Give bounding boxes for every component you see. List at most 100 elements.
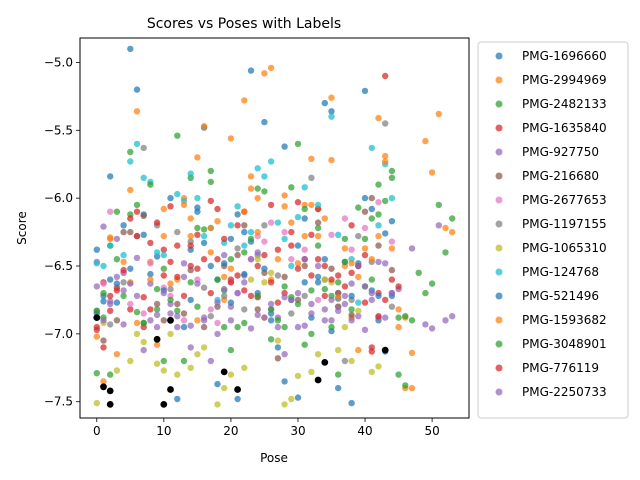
point-PMG-2677653-26 <box>375 199 382 206</box>
point-PMG-521496-6 <box>140 231 147 238</box>
point-PMG-1197155-9 <box>200 284 208 291</box>
point-PMG-2250733-39 <box>355 262 362 270</box>
point-PMG-2677653-21 <box>314 296 322 304</box>
point-PMG-776119-18 <box>214 205 221 213</box>
point-PMG-2482133-38 <box>435 201 442 209</box>
point-PMG-3048901-24 <box>254 292 261 300</box>
point-PMG-2250733-5 <box>127 280 134 287</box>
point-PMG-1696660-23 <box>301 215 308 222</box>
point-PMG-2994969-31 <box>408 349 416 357</box>
point-PMG-2482133-16 <box>254 185 261 192</box>
point-PMG-1696660-3 <box>113 299 121 306</box>
point-PMG-216680-22 <box>328 265 335 272</box>
point-PMG-521496-23 <box>267 317 275 324</box>
legend-label-12: PMG-3048901 <box>522 337 607 351</box>
point-PMG-776119-34 <box>321 292 328 300</box>
point-PMG-776119-23 <box>247 292 255 300</box>
point-PMG-2250733-11 <box>167 310 174 317</box>
point-PMG-1065310-27 <box>321 276 328 283</box>
point-PMG-1593682-5 <box>147 276 154 283</box>
point-PMG-1593682-18 <box>247 185 255 192</box>
point-PMG-124768-14 <box>200 232 208 240</box>
point-PMG-2482133-22 <box>308 330 315 338</box>
point-PMG-1593682-26 <box>301 232 308 240</box>
point-PMG-776119-15 <box>194 265 201 272</box>
point-PMG-1593682-31 <box>335 294 342 301</box>
point-PMG-776119-24 <box>254 262 261 270</box>
point-PMG-1635840-28 <box>361 251 369 259</box>
point-PMG-216680-6 <box>160 317 167 324</box>
point-PMG-2677653-18 <box>281 228 288 236</box>
point-PMG-2250733-34 <box>321 317 328 324</box>
point-PMG-2994969-10 <box>194 154 201 161</box>
point-PMG-216680-20 <box>301 262 308 270</box>
point-PMG-1065310-7 <box>160 367 167 374</box>
point-PMG-124768-9 <box>160 251 167 259</box>
point-PMG-2250733-32 <box>308 310 315 317</box>
point-PMG-2677653-27 <box>388 238 396 245</box>
highlight-point-12 <box>381 346 389 354</box>
x-tick-label-30: 30 <box>290 424 305 438</box>
highlight-point-11 <box>321 359 329 366</box>
point-PMG-1593682-27 <box>308 201 315 209</box>
point-PMG-2482133-13 <box>221 323 228 331</box>
x-axis: 0 10 20 30 40 50 <box>93 418 440 438</box>
legend-label-3: PMG-1635840 <box>522 121 607 135</box>
point-PMG-1065310-34 <box>375 363 382 370</box>
point-PMG-521496-33 <box>335 384 342 392</box>
point-PMG-1696660-30 <box>368 205 375 213</box>
point-PMG-776119-32 <box>308 272 315 279</box>
point-PMG-2482133-3 <box>113 208 121 215</box>
point-PMG-776119-45 <box>395 283 402 290</box>
legend-marker-1 <box>495 76 503 84</box>
point-PMG-2250733-14 <box>187 344 194 351</box>
point-PMG-776119-35 <box>328 276 335 283</box>
legend-marker-2 <box>495 100 503 108</box>
point-PMG-521496-13 <box>200 239 208 247</box>
point-PMG-216680-27 <box>375 242 382 249</box>
point-PMG-3048901-2 <box>107 371 114 378</box>
point-PMG-521496-9 <box>167 194 174 202</box>
point-PMG-124768-18 <box>227 222 235 229</box>
point-PMG-2677653-17 <box>267 219 275 226</box>
point-PMG-1635840-10 <box>174 242 181 249</box>
point-PMG-776119-26 <box>267 279 275 286</box>
point-PMG-2250733-30 <box>294 323 302 331</box>
legend-marker-13 <box>495 364 503 372</box>
point-PMG-3048901-12 <box>174 307 181 314</box>
point-PMG-2482133-37 <box>428 280 436 287</box>
point-PMG-776119-6 <box>133 232 141 240</box>
point-PMG-2250733-15 <box>194 280 201 287</box>
point-PMG-2994969-19 <box>281 203 288 210</box>
legend-label-6: PMG-2677653 <box>522 193 607 207</box>
point-PMG-124768-20 <box>241 242 248 249</box>
point-PMG-927750-41 <box>442 317 449 324</box>
point-PMG-927750-13 <box>214 330 221 338</box>
legend-marker-5 <box>495 172 503 180</box>
legend-marker-9 <box>495 268 503 276</box>
point-PMG-2250733-41 <box>368 289 375 297</box>
point-PMG-927750-14 <box>221 251 228 259</box>
point-PMG-2250733-28 <box>281 294 288 301</box>
point-PMG-2250733-37 <box>341 292 349 300</box>
point-PMG-1635840-8 <box>160 246 167 253</box>
point-PMG-2677653-11 <box>214 319 221 327</box>
point-PMG-776119-4 <box>120 266 127 274</box>
legend-label-1: PMG-2994969 <box>522 73 607 87</box>
point-PMG-2250733-18 <box>214 299 221 306</box>
point-PMG-1065310-4 <box>133 330 141 338</box>
point-PMG-216680-15 <box>254 306 261 313</box>
point-PMG-2994969-9 <box>187 215 194 222</box>
point-PMG-1635840-22 <box>294 199 302 206</box>
point-PMG-776119-44 <box>388 276 396 283</box>
point-PMG-776119-17 <box>207 289 214 297</box>
point-PMG-1197155-16 <box>274 272 282 279</box>
point-PMG-2994969-35 <box>449 228 456 236</box>
point-PMG-927750-11 <box>187 322 194 329</box>
highlight-point-0 <box>93 314 101 321</box>
point-PMG-776119-36 <box>335 272 342 279</box>
point-PMG-776119-33 <box>314 256 322 263</box>
point-PMG-216680-2 <box>120 228 127 236</box>
highlight-point-1 <box>100 383 107 391</box>
point-PMG-1065310-22 <box>281 401 288 408</box>
